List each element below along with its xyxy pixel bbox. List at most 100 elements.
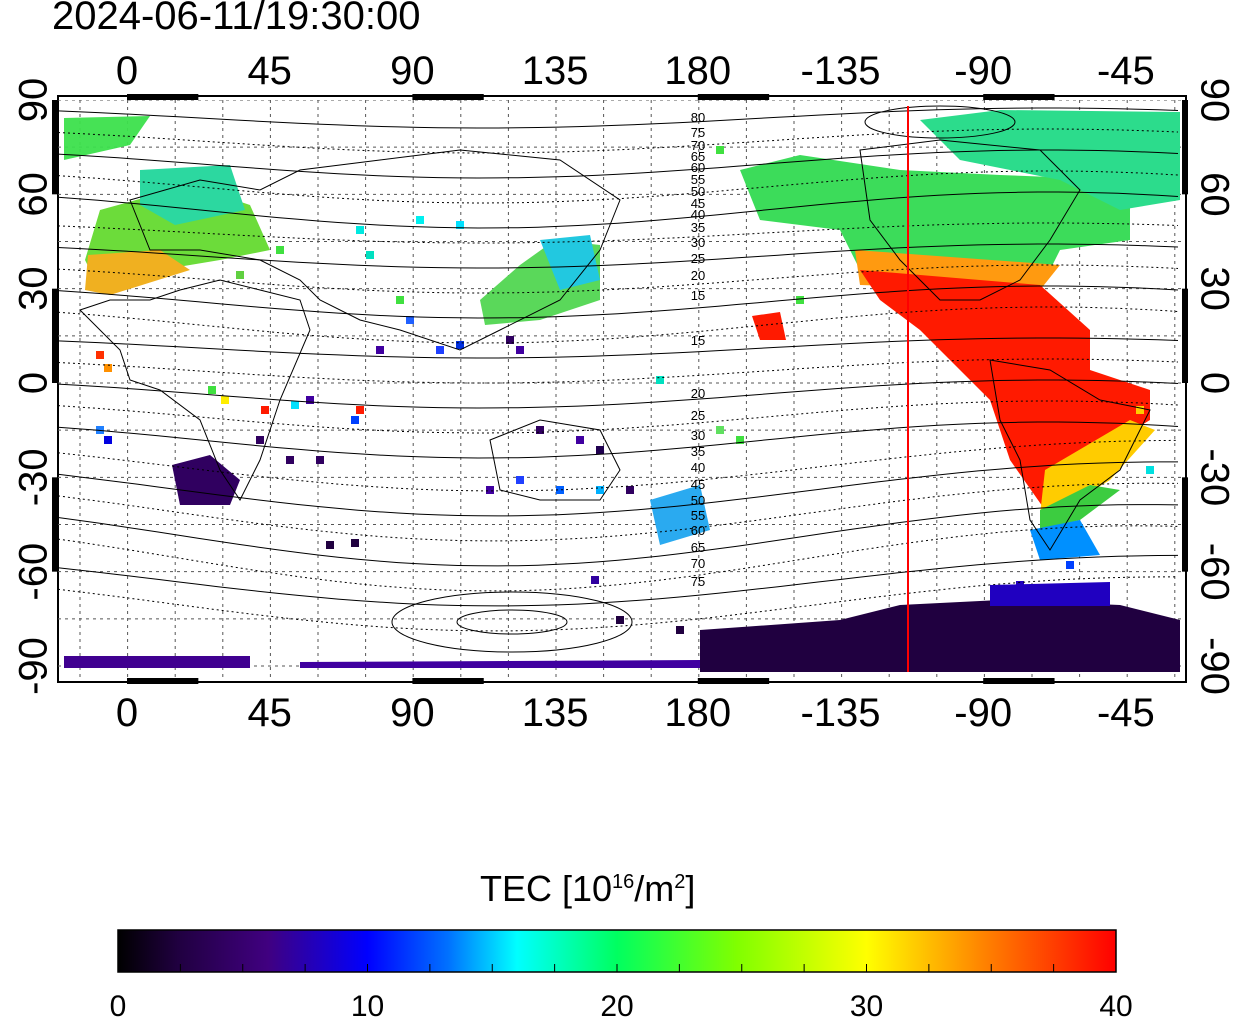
y-tick-right-label: -90	[1192, 637, 1235, 695]
tec-data-point	[516, 476, 524, 484]
y-tick-left-label: 30	[12, 266, 56, 311]
contour-label: 75	[691, 574, 705, 589]
tec-data-point	[376, 346, 384, 354]
tec-data-point	[261, 406, 269, 414]
contour-label: 65	[691, 540, 705, 555]
tec-data-point	[316, 456, 324, 464]
tec-data-point	[208, 386, 216, 394]
tec-patch-south-strip-2	[300, 660, 700, 668]
y-tick-left-label: 60	[12, 172, 56, 217]
colorbar-tick-label: 30	[849, 990, 884, 1023]
tec-patch-south-america-band	[1040, 420, 1155, 515]
contour-label: 55	[691, 508, 705, 523]
frame-tick-bars	[52, 94, 1188, 684]
y-tick-left-label: -60	[12, 543, 56, 601]
tec-data-point	[366, 251, 374, 259]
y-tick-right-label: 60	[1192, 172, 1235, 217]
x-tick-top-label: -135	[800, 49, 880, 93]
y-tick-right-label: 90	[1192, 78, 1235, 123]
colorbar-tick-label: 0	[109, 990, 127, 1023]
y-tick-right-label: 0	[1192, 372, 1235, 394]
tec-data-point	[516, 346, 524, 354]
x-tick-bottom-label: -90	[954, 691, 1012, 735]
tec-data-point	[626, 486, 634, 494]
tec-patch-south-america-green	[1040, 485, 1120, 530]
tec-data-point	[256, 436, 264, 444]
tec-data-point	[416, 216, 424, 224]
contour-label: 25	[691, 251, 705, 266]
tec-data-point	[596, 446, 604, 454]
tec-data-point	[596, 486, 604, 494]
tec-data-point	[104, 364, 112, 372]
tec-data-point	[456, 341, 464, 349]
tec-data-point	[486, 486, 494, 494]
tec-data-point	[506, 336, 514, 344]
contour-label: 30	[691, 235, 705, 250]
tec-data-point	[1016, 581, 1024, 589]
tec-data-point	[796, 296, 804, 304]
x-tick-top-label: 0	[116, 49, 138, 93]
tec-patch-pacific-red	[752, 312, 786, 340]
contour-label: 65	[691, 149, 705, 164]
tec-data-point	[286, 456, 294, 464]
contour-label: 60	[691, 160, 705, 175]
tec-data-point	[676, 626, 684, 634]
tec-patch-new-zealand	[650, 485, 710, 545]
contour-label: 15	[691, 333, 705, 348]
coastlines	[79, 105, 1151, 653]
tec-data-point	[616, 616, 624, 624]
x-tick-bottom-label: 90	[390, 691, 435, 735]
tec-data-point	[356, 406, 364, 414]
tec-data-point	[306, 396, 314, 404]
tec-data-point	[996, 391, 1004, 399]
tec-data-point	[1146, 466, 1154, 474]
contour-label: 20	[691, 268, 705, 283]
tec-data-point	[716, 146, 724, 154]
x-tick-top-label: 180	[664, 49, 731, 93]
tec-data-point	[291, 401, 299, 409]
tec-data-point	[536, 426, 544, 434]
tec-patch-scandinavia	[140, 165, 245, 225]
tec-patch-southern-africa	[172, 455, 240, 505]
tec-data-point	[104, 436, 112, 444]
tec-data-point	[351, 539, 359, 547]
contour-label: 70	[691, 556, 705, 571]
y-tick-left-label: 90	[12, 78, 56, 123]
colorbar-title: TEC [1016/m2]	[480, 868, 696, 909]
x-tick-top-label: 45	[247, 49, 292, 93]
tec-data-point	[356, 226, 364, 234]
colorbar-tick-label: 40	[1099, 990, 1133, 1023]
tec-patch-greenland-europe	[64, 116, 150, 160]
y-tick-left-label: -90	[12, 637, 56, 695]
tec-patch-south-pole-strip	[64, 656, 250, 668]
x-tick-bottom-label: 180	[664, 691, 731, 735]
tec-data-point	[736, 436, 744, 444]
y-tick-right-label: -30	[1192, 448, 1235, 506]
x-tick-top-label: 135	[522, 49, 589, 93]
contour-label: 40	[691, 207, 705, 222]
contour-label: 25	[691, 408, 705, 423]
tec-data-point	[96, 351, 104, 359]
tec-data-point	[1066, 561, 1074, 569]
contour-label: 30	[691, 428, 705, 443]
contour-label: 70	[691, 138, 705, 153]
contour-label: 50	[691, 493, 705, 508]
tec-data-point	[436, 346, 444, 354]
contour-label: 75	[691, 125, 705, 140]
tec-patch-patagonia	[1030, 520, 1100, 560]
x-tick-bottom-label: 0	[116, 691, 138, 735]
tec-patch-americas-red	[860, 270, 1150, 510]
tec-data-point	[456, 221, 464, 229]
contour-label: 80	[691, 110, 705, 125]
tec-data-point	[766, 316, 774, 324]
contour-label: 45	[691, 477, 705, 492]
contour-label: 45	[691, 196, 705, 211]
y-tick-left-label: 0	[12, 372, 56, 394]
tec-patch-japan	[540, 235, 600, 290]
contour-label: 35	[691, 444, 705, 459]
colorbar-tick-label: 20	[600, 990, 634, 1023]
tec-data-point	[221, 396, 229, 404]
tec-patch-iberia	[85, 250, 190, 295]
tec-patch-antarctica	[700, 600, 1180, 672]
